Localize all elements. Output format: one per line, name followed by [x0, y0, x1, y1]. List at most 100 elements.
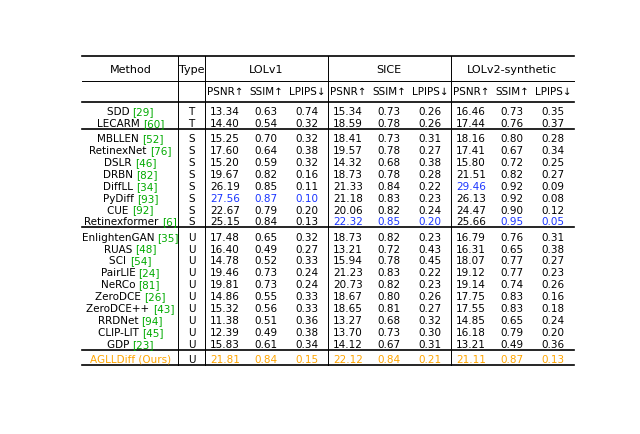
Text: 0.80: 0.80 [378, 292, 401, 302]
Text: 0.77: 0.77 [500, 256, 524, 266]
Text: [94]: [94] [141, 315, 163, 325]
Text: 0.82: 0.82 [378, 232, 401, 242]
Text: U: U [188, 292, 195, 302]
Text: T: T [188, 107, 195, 117]
Text: T: T [188, 118, 195, 128]
Text: 26.13: 26.13 [456, 193, 486, 203]
Text: 0.36: 0.36 [296, 315, 319, 325]
Text: [54]: [54] [130, 256, 151, 266]
Text: 13.21: 13.21 [333, 244, 363, 254]
Text: 0.33: 0.33 [296, 292, 319, 302]
Text: 13.27: 13.27 [333, 315, 363, 325]
Text: 0.78: 0.78 [378, 118, 401, 128]
Text: [23]: [23] [132, 339, 154, 349]
Text: [45]: [45] [141, 327, 163, 337]
Text: 0.33: 0.33 [296, 256, 319, 266]
Text: 21.18: 21.18 [333, 193, 363, 203]
Text: SSIM↑: SSIM↑ [372, 87, 406, 97]
Text: 0.16: 0.16 [541, 292, 564, 302]
Text: 18.65: 18.65 [333, 303, 363, 313]
Text: 0.23: 0.23 [419, 232, 442, 242]
Text: U: U [188, 268, 195, 278]
Text: U: U [188, 339, 195, 349]
Text: 0.31: 0.31 [419, 339, 442, 349]
Text: PSNR↑: PSNR↑ [207, 87, 243, 97]
Text: CLIP-LIT: CLIP-LIT [97, 327, 141, 337]
Text: 19.67: 19.67 [211, 170, 240, 180]
Text: 0.90: 0.90 [500, 205, 524, 215]
Text: 0.27: 0.27 [296, 244, 319, 254]
Text: 0.21: 0.21 [419, 354, 442, 364]
Text: 0.25: 0.25 [541, 158, 564, 168]
Text: RetinexNet: RetinexNet [89, 146, 150, 156]
Text: 0.73: 0.73 [378, 107, 401, 117]
Text: 18.16: 18.16 [456, 134, 486, 144]
Text: 0.83: 0.83 [378, 193, 401, 203]
Text: 0.64: 0.64 [255, 146, 278, 156]
Text: 0.78: 0.78 [378, 146, 401, 156]
Text: 26.19: 26.19 [211, 181, 240, 191]
Text: 0.32: 0.32 [296, 118, 319, 128]
Text: U: U [188, 244, 195, 254]
Text: ZeroDCE: ZeroDCE [95, 292, 144, 302]
Text: S: S [188, 181, 195, 191]
Text: 0.13: 0.13 [541, 354, 564, 364]
Text: U: U [188, 303, 195, 313]
Text: 0.08: 0.08 [541, 193, 564, 203]
Text: 27.56: 27.56 [211, 193, 240, 203]
Text: 0.51: 0.51 [255, 315, 278, 325]
Text: 0.38: 0.38 [419, 158, 442, 168]
Text: DiffLL: DiffLL [103, 181, 136, 191]
Text: 25.66: 25.66 [456, 217, 486, 227]
Text: U: U [188, 279, 195, 289]
Text: 0.09: 0.09 [541, 181, 564, 191]
Text: RUAS: RUAS [104, 244, 136, 254]
Text: 0.49: 0.49 [255, 244, 278, 254]
Text: 0.24: 0.24 [296, 268, 319, 278]
Text: 0.12: 0.12 [541, 205, 564, 215]
Text: [34]: [34] [136, 181, 157, 191]
Text: 0.78: 0.78 [378, 170, 401, 180]
Text: 0.79: 0.79 [255, 205, 278, 215]
Text: SICE: SICE [376, 65, 402, 75]
Text: RRDNet: RRDNet [98, 315, 141, 325]
Text: PairLIE: PairLIE [100, 268, 139, 278]
Text: MBLLEN: MBLLEN [97, 134, 142, 144]
Text: 0.87: 0.87 [500, 354, 524, 364]
Text: 0.05: 0.05 [541, 217, 564, 227]
Text: 21.33: 21.33 [333, 181, 363, 191]
Text: 21.51: 21.51 [456, 170, 486, 180]
Text: 0.81: 0.81 [378, 303, 401, 313]
Text: 0.22: 0.22 [419, 268, 442, 278]
Text: PSNR↑: PSNR↑ [453, 87, 490, 97]
Text: 17.60: 17.60 [211, 146, 240, 156]
Text: 0.31: 0.31 [419, 134, 442, 144]
Text: U: U [188, 256, 195, 266]
Text: 14.78: 14.78 [211, 256, 240, 266]
Text: 0.67: 0.67 [500, 146, 524, 156]
Text: 14.85: 14.85 [456, 315, 486, 325]
Text: [60]: [60] [143, 118, 164, 128]
Text: 0.82: 0.82 [378, 279, 401, 289]
Text: 0.84: 0.84 [255, 354, 278, 364]
Text: 0.43: 0.43 [419, 244, 442, 254]
Text: 0.68: 0.68 [378, 315, 401, 325]
Text: Type: Type [179, 65, 204, 75]
Text: 0.16: 0.16 [296, 170, 319, 180]
Text: LPIPS↓: LPIPS↓ [534, 87, 572, 97]
Text: 0.49: 0.49 [500, 339, 524, 349]
Text: [29]: [29] [132, 107, 154, 117]
Text: [52]: [52] [142, 134, 164, 144]
Text: 0.33: 0.33 [296, 303, 319, 313]
Text: [92]: [92] [132, 205, 154, 215]
Text: 0.80: 0.80 [500, 134, 524, 144]
Text: 0.23: 0.23 [419, 193, 442, 203]
Text: 0.72: 0.72 [378, 244, 401, 254]
Text: [46]: [46] [135, 158, 156, 168]
Text: 0.92: 0.92 [500, 193, 524, 203]
Text: 21.11: 21.11 [456, 354, 486, 364]
Text: 0.95: 0.95 [500, 217, 524, 227]
Text: [48]: [48] [136, 244, 157, 254]
Text: 14.12: 14.12 [333, 339, 363, 349]
Text: 16.31: 16.31 [456, 244, 486, 254]
